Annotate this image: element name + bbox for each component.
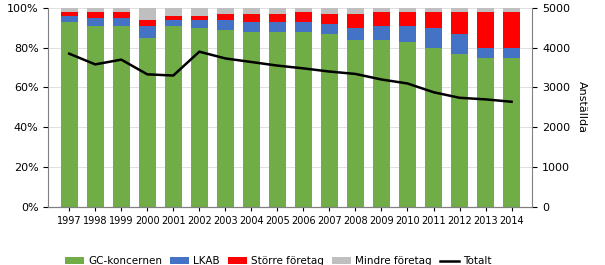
Bar [165, 16, 181, 20]
Totalt [91, 63, 99, 66]
Bar [191, 8, 208, 16]
Bar [243, 22, 260, 32]
Bar [60, 16, 77, 22]
Line: Totalt: Totalt [69, 52, 512, 102]
Bar [165, 8, 181, 16]
Bar [87, 12, 103, 18]
Bar [60, 22, 77, 207]
Bar [425, 8, 442, 12]
Bar [347, 14, 364, 28]
Bar [113, 12, 129, 18]
Bar [425, 48, 442, 207]
Bar [477, 8, 494, 12]
Totalt [430, 91, 437, 94]
Bar [165, 20, 181, 26]
Bar [477, 12, 494, 48]
Bar [295, 12, 312, 22]
Bar [347, 8, 364, 14]
Bar [321, 14, 338, 24]
Bar [503, 8, 520, 12]
Bar [87, 8, 103, 12]
Legend: GC-koncernen, LKAB, Större företag, Mindre företag, Totalt: GC-koncernen, LKAB, Större företag, Mind… [61, 252, 495, 265]
Bar [60, 12, 77, 16]
Bar [321, 34, 338, 207]
Bar [373, 8, 390, 12]
Bar [503, 48, 520, 58]
Bar [113, 18, 129, 26]
Bar [217, 20, 234, 30]
Bar [191, 20, 208, 28]
Bar [87, 26, 103, 207]
Bar [477, 48, 494, 58]
Bar [295, 32, 312, 207]
Bar [243, 8, 260, 14]
Bar [451, 34, 468, 54]
Bar [87, 18, 103, 26]
Bar [217, 30, 234, 207]
Bar [60, 8, 77, 12]
Bar [503, 12, 520, 48]
Y-axis label: Anställda: Anställda [577, 81, 587, 133]
Bar [191, 16, 208, 20]
Totalt [169, 74, 177, 77]
Bar [243, 14, 260, 22]
Bar [425, 12, 442, 28]
Bar [269, 32, 286, 207]
Bar [399, 8, 416, 12]
Totalt [143, 73, 151, 76]
Bar [425, 28, 442, 48]
Bar [165, 26, 181, 207]
Bar [139, 8, 155, 20]
Bar [321, 8, 338, 14]
Bar [451, 54, 468, 207]
Bar [269, 14, 286, 22]
Bar [113, 8, 129, 12]
Totalt [273, 64, 281, 67]
Bar [399, 26, 416, 42]
Bar [139, 26, 155, 38]
Totalt [117, 58, 125, 61]
Bar [139, 20, 155, 26]
Bar [451, 12, 468, 34]
Totalt [456, 96, 463, 99]
Totalt [300, 67, 307, 70]
Totalt [352, 72, 359, 76]
Totalt [221, 57, 229, 60]
Totalt [65, 52, 73, 55]
Totalt [195, 50, 203, 53]
Bar [347, 40, 364, 207]
Totalt [482, 98, 489, 101]
Bar [373, 12, 390, 26]
Bar [399, 42, 416, 207]
Bar [373, 40, 390, 207]
Totalt [326, 70, 333, 73]
Bar [139, 38, 155, 207]
Bar [295, 22, 312, 32]
Bar [243, 32, 260, 207]
Bar [373, 26, 390, 40]
Bar [321, 24, 338, 34]
Bar [503, 58, 520, 207]
Totalt [247, 60, 255, 64]
Totalt [508, 100, 515, 103]
Totalt [404, 82, 411, 85]
Bar [217, 14, 234, 20]
Bar [399, 12, 416, 26]
Totalt [378, 78, 385, 81]
Bar [451, 8, 468, 12]
Bar [269, 22, 286, 32]
Bar [191, 28, 208, 207]
Bar [113, 26, 129, 207]
Bar [295, 8, 312, 12]
Bar [217, 8, 234, 14]
Bar [269, 8, 286, 14]
Bar [347, 28, 364, 40]
Bar [477, 58, 494, 207]
